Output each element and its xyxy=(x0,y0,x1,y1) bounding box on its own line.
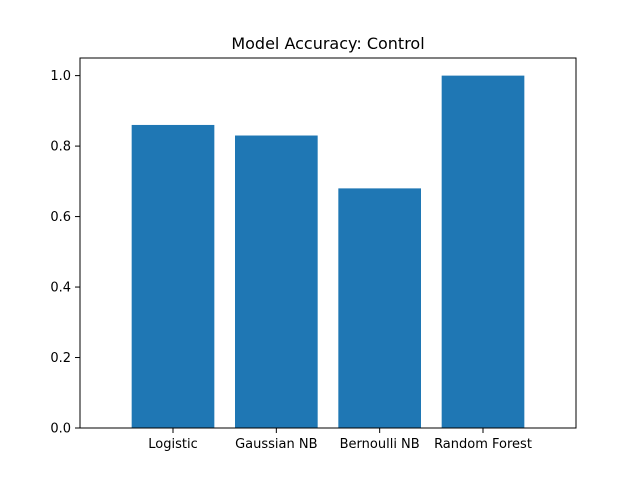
bar-random-forest xyxy=(441,75,525,429)
chart-title: Model Accuracy: Control xyxy=(231,34,424,53)
y-tick-label: 0.2 xyxy=(50,351,71,366)
plot-area-frame xyxy=(79,57,577,429)
x-axis: Logistic Gaussian NB Bernoulli NB Random Fo… xyxy=(148,428,532,452)
bar-gaussian-nb xyxy=(235,135,318,428)
x-tick-label: Random Forest xyxy=(434,437,532,452)
y-tick-label: 0.6 xyxy=(50,210,71,225)
x-tick-label: Logistic xyxy=(148,437,197,452)
bars-layer xyxy=(131,75,525,429)
y-tick-label: 1.0 xyxy=(50,69,71,84)
y-axis: 0.0 0.2 0.4 0.6 0.8 1.0 xyxy=(50,69,80,437)
x-tick-label: Bernoulli NB xyxy=(340,437,420,452)
y-tick-label: 0.0 xyxy=(50,422,71,437)
x-tick-label: Gaussian NB xyxy=(235,437,317,452)
bar-bernoulli-nb xyxy=(338,188,421,428)
y-tick-label: 0.4 xyxy=(50,281,71,296)
bar-logistic xyxy=(131,124,215,428)
y-tick-label: 0.8 xyxy=(50,140,71,155)
